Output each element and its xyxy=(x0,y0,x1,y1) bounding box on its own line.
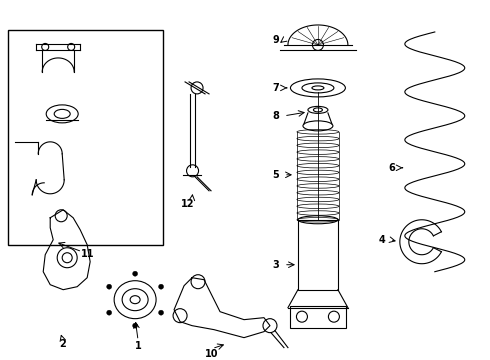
Text: 6: 6 xyxy=(389,163,395,173)
Bar xyxy=(298,220,338,290)
Text: 3: 3 xyxy=(272,260,279,270)
Circle shape xyxy=(107,310,112,315)
Text: 2: 2 xyxy=(59,339,66,348)
Circle shape xyxy=(107,284,112,289)
Text: 1: 1 xyxy=(135,341,142,351)
Text: 4: 4 xyxy=(378,235,385,245)
Text: 10: 10 xyxy=(205,348,219,359)
Text: 9: 9 xyxy=(272,35,279,45)
Circle shape xyxy=(159,310,164,315)
Text: 12: 12 xyxy=(181,199,195,209)
Text: 11: 11 xyxy=(81,249,95,259)
Bar xyxy=(8,30,163,245)
Text: 5: 5 xyxy=(272,170,279,180)
Text: 8: 8 xyxy=(272,111,279,121)
Circle shape xyxy=(133,323,138,328)
Circle shape xyxy=(133,271,138,276)
Bar xyxy=(290,306,346,328)
Circle shape xyxy=(159,284,164,289)
Text: 7: 7 xyxy=(272,83,279,93)
